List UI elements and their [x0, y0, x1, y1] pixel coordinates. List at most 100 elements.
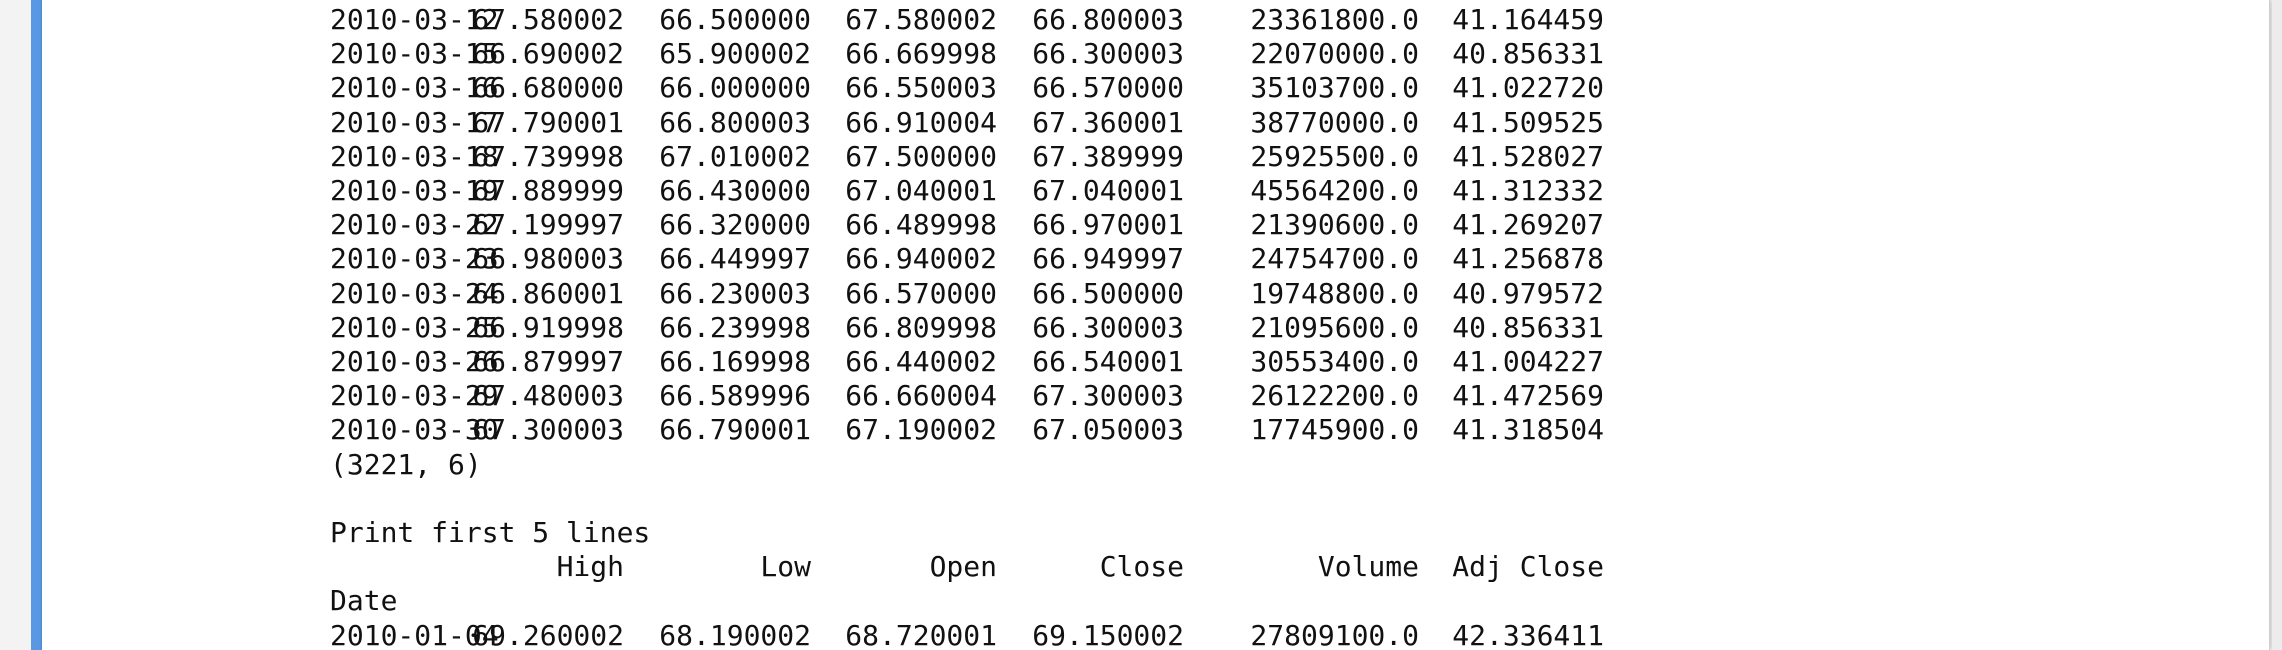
cell-open: 66.910004 — [845, 105, 997, 139]
cell-high: 66.860001 — [472, 276, 624, 310]
cell-volume: 24754700.0 — [1250, 242, 1419, 276]
cell-close: 66.570000 — [1032, 71, 1184, 105]
output-panel: 2010-03-12 67.580002 66.500000 67.580002 66.… — [42, 0, 2270, 650]
cell-high: 66.690002 — [472, 37, 624, 71]
cell-close: 66.300003 — [1032, 37, 1184, 71]
header-high: High — [556, 550, 624, 584]
cell-close: 67.389999 — [1032, 139, 1184, 173]
cell-open: 66.809998 — [845, 310, 997, 344]
cell-close: 66.970001 — [1032, 208, 1184, 242]
cell-close: 67.040001 — [1032, 174, 1184, 207]
cell-adj-close: 41.004227 — [1452, 345, 1604, 378]
cell-low: 67.010002 — [659, 139, 811, 173]
cell-volume: 23361800.0 — [1250, 3, 1419, 36]
cell-selection-bar[interactable] — [31, 0, 42, 650]
cell-adj-close: 41.509525 — [1452, 105, 1604, 139]
cell-date: 2010-03-22 — [330, 208, 499, 242]
cell-open: 68.720001 — [845, 618, 997, 650]
header-open: Open — [929, 550, 997, 584]
cell-high: 66.680000 — [472, 71, 624, 105]
cell-volume: 19748800.0 — [1250, 276, 1419, 310]
window-edge — [2272, 0, 2282, 650]
cell-low: 66.320000 — [659, 208, 811, 242]
cell-close: 66.540001 — [1032, 345, 1184, 378]
cell-high: 66.919998 — [472, 310, 624, 344]
cell-low: 68.190002 — [659, 618, 811, 650]
cell-high: 67.790001 — [472, 105, 624, 139]
cell-open: 66.489998 — [845, 208, 997, 242]
cell-low: 66.589996 — [659, 379, 811, 413]
cell-adj-close: 40.856331 — [1452, 310, 1604, 344]
cell-date: 2010-03-17 — [330, 105, 499, 139]
cell-volume: 22070000.0 — [1250, 37, 1419, 71]
cell-low: 66.230003 — [659, 276, 811, 310]
cell-date: 2010-03-25 — [330, 310, 499, 344]
cell-close: 66.300003 — [1032, 310, 1184, 344]
cell-low: 65.900002 — [659, 37, 811, 71]
cell-volume: 25925500.0 — [1250, 139, 1419, 173]
header-volume: Volume — [1317, 550, 1419, 584]
cell-low: 66.430000 — [659, 174, 811, 207]
cell-date: 2010-03-26 — [330, 345, 499, 378]
cell-high: 67.580002 — [472, 3, 624, 36]
cell-close: 66.949997 — [1032, 242, 1184, 276]
cell-date: 2010-03-15 — [330, 37, 499, 71]
cell-adj-close: 41.312332 — [1452, 174, 1604, 207]
cell-adj-close: 42.336411 — [1452, 618, 1604, 650]
cell-date: 2010-03-12 — [330, 3, 499, 36]
cell-volume: 38770000.0 — [1250, 105, 1419, 139]
cell-volume: 21390600.0 — [1250, 208, 1419, 242]
cell-date: 2010-01-04 — [330, 618, 499, 650]
cell-volume: 30553400.0 — [1250, 345, 1419, 378]
cell-close: 67.300003 — [1032, 379, 1184, 413]
cell-date: 2010-03-23 — [330, 242, 499, 276]
cell-low: 66.449997 — [659, 242, 811, 276]
cell-close: 67.050003 — [1032, 413, 1184, 447]
shape-output: (3221, 6) — [330, 447, 482, 481]
cell-low: 66.239998 — [659, 310, 811, 344]
cell-adj-close: 41.472569 — [1452, 379, 1604, 413]
cell-adj-close: 41.164459 — [1452, 3, 1604, 36]
index-label: Date — [330, 584, 398, 618]
cell-date: 2010-03-19 — [330, 174, 499, 207]
cell-date: 2010-03-24 — [330, 276, 499, 310]
cell-high: 66.980003 — [472, 242, 624, 276]
cell-adj-close: 41.022720 — [1452, 71, 1604, 105]
cell-close: 67.360001 — [1032, 105, 1184, 139]
cell-high: 67.199997 — [472, 208, 624, 242]
cell-volume: 21095600.0 — [1250, 310, 1419, 344]
cell-open: 67.500000 — [845, 139, 997, 173]
cell-low: 66.790001 — [659, 413, 811, 447]
header-low: Low — [760, 550, 811, 584]
cell-open: 66.570000 — [845, 276, 997, 310]
cell-date: 2010-03-16 — [330, 71, 499, 105]
cell-adj-close: 41.256878 — [1452, 242, 1604, 276]
cell-date: 2010-03-30 — [330, 413, 499, 447]
cell-high: 67.480003 — [472, 379, 624, 413]
cell-volume: 26122200.0 — [1250, 379, 1419, 413]
cell-adj-close: 40.856331 — [1452, 37, 1604, 71]
cell-close: 69.150002 — [1032, 618, 1184, 650]
cell-low: 66.500000 — [659, 3, 811, 36]
cell-date: 2010-03-29 — [330, 379, 499, 413]
cell-open: 66.940002 — [845, 242, 997, 276]
cell-open: 66.440002 — [845, 345, 997, 378]
cell-open: 66.660004 — [845, 379, 997, 413]
cell-high: 67.739998 — [472, 139, 624, 173]
cell-volume: 27809100.0 — [1250, 618, 1419, 650]
section-label: Print first 5 lines — [330, 516, 651, 549]
cell-adj-close: 40.979572 — [1452, 276, 1604, 310]
cell-open: 66.669998 — [845, 37, 997, 71]
cell-adj-close: 41.318504 — [1452, 413, 1604, 447]
cell-low: 66.800003 — [659, 105, 811, 139]
cell-high: 66.879997 — [472, 345, 624, 378]
header-close: Close — [1099, 550, 1184, 584]
cell-date: 2010-03-18 — [330, 139, 499, 173]
cell-volume: 35103700.0 — [1250, 71, 1419, 105]
cell-low: 66.000000 — [659, 71, 811, 105]
cell-high: 67.300003 — [472, 413, 624, 447]
cell-open: 66.550003 — [845, 71, 997, 105]
cell-high: 67.889999 — [472, 174, 624, 207]
cell-open: 67.040001 — [845, 174, 997, 207]
